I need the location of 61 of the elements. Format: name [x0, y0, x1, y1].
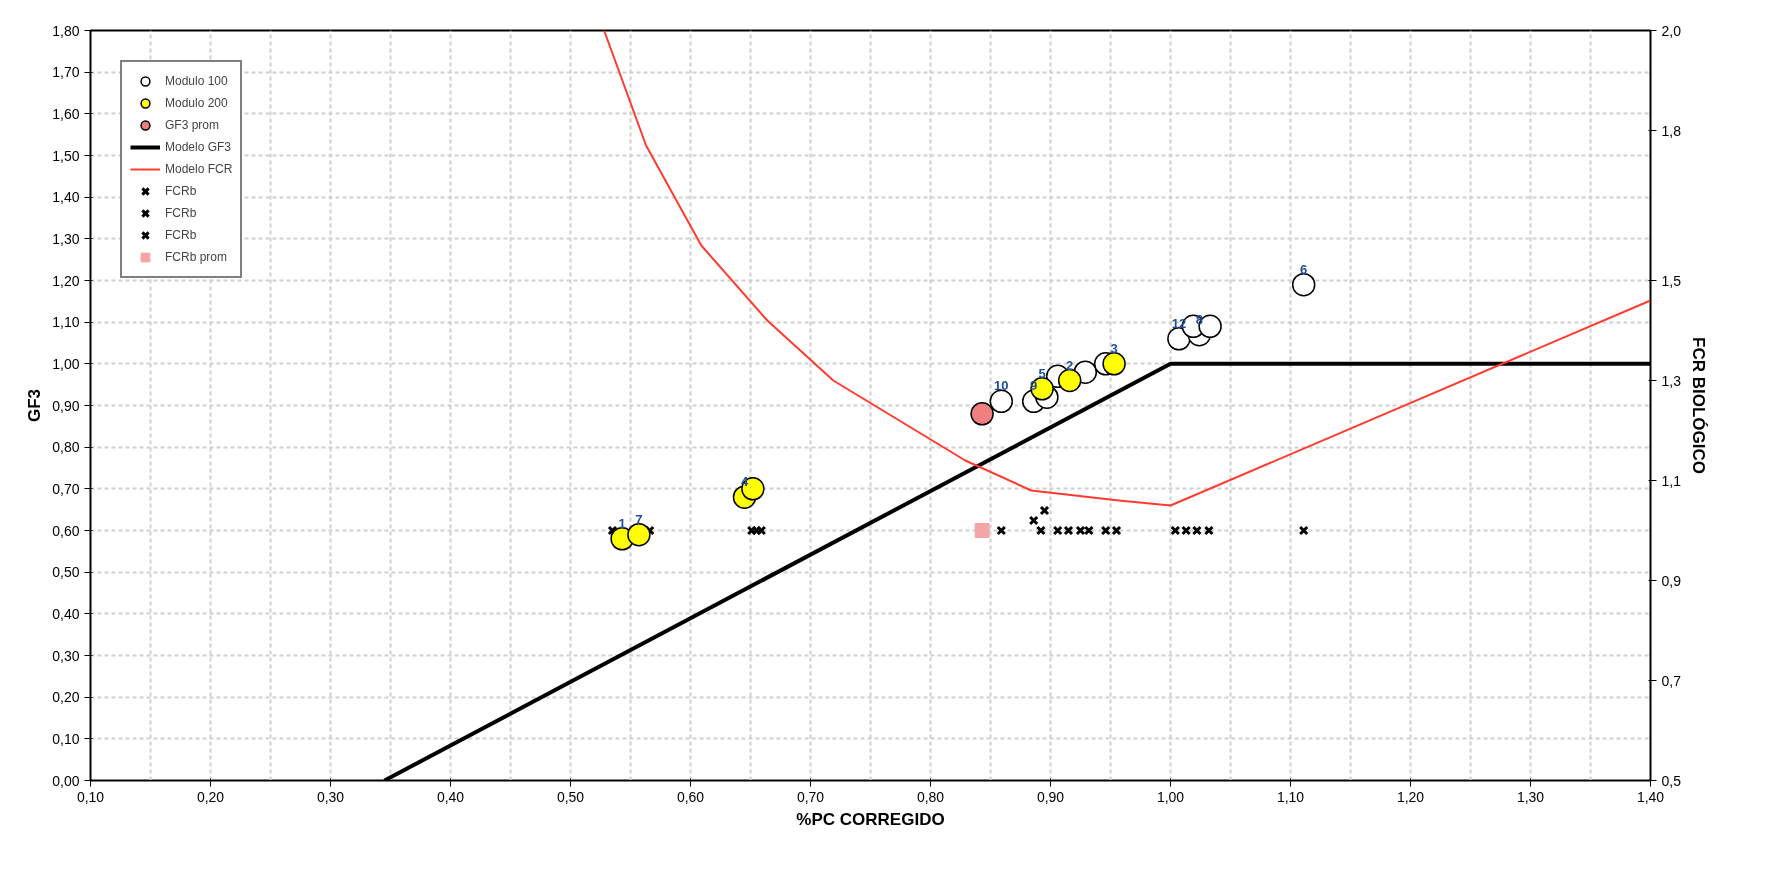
- x-tick-label: 0,30: [316, 788, 345, 805]
- y-tick-label: 0,80: [52, 439, 80, 456]
- y-tick-label: 1,40: [52, 189, 80, 206]
- legend-label: FCRb: [165, 205, 197, 222]
- legend-label: Modulo 200: [165, 95, 228, 112]
- y-tick-label: 0,30: [52, 647, 80, 664]
- y2-tick-label: 0,7: [1661, 672, 1682, 689]
- x-tick-label: 0,90: [1036, 788, 1065, 805]
- y-tick-label: 1,70: [52, 64, 80, 81]
- legend-label: FCRb prom: [165, 249, 228, 266]
- x-tick-label: 0,10: [76, 788, 105, 805]
- y2-tick-label: 1,1: [1661, 472, 1682, 489]
- legend-label: GF3 prom: [165, 117, 220, 134]
- x-tick-label: 1,40: [1636, 788, 1665, 805]
- x-tick-label: 0,50: [556, 788, 585, 805]
- y-tick-label: 1,20: [52, 272, 80, 289]
- x-tick-label: 0,80: [916, 788, 945, 805]
- x-tick-label: 0,40: [436, 788, 465, 805]
- x-tick-label: 0,60: [676, 788, 705, 805]
- annotation: 10: [994, 378, 1009, 394]
- y-tick-label: 1,00: [52, 355, 80, 372]
- y-tick-label: 0,10: [52, 730, 80, 747]
- y-tick-label: 1,10: [52, 314, 80, 331]
- y-tick-label: 1,50: [52, 147, 80, 164]
- legend-label: Modelo FCR: [165, 161, 233, 178]
- y-tick-label: 0,70: [52, 480, 80, 497]
- x-tick-label: 0,70: [796, 788, 825, 805]
- y2-tick-label: 1,5: [1661, 272, 1682, 289]
- y2-axis-title: FCR BIOLÓGICO: [1688, 337, 1708, 474]
- annotation: 4: [740, 474, 749, 490]
- y-tick-label: 0,50: [52, 564, 80, 581]
- annotation: 2: [1066, 357, 1074, 373]
- legend-label: FCRb: [165, 183, 197, 200]
- annotation: 7: [635, 511, 643, 527]
- y-tick-label: 0,40: [52, 605, 80, 622]
- y2-tick-label: 0,5: [1661, 772, 1682, 789]
- x-tick-label: 0,20: [196, 788, 225, 805]
- y-tick-label: 1,30: [52, 230, 80, 247]
- x-tick-label: 1,20: [1396, 788, 1425, 805]
- x-tick-label: 1,00: [1156, 788, 1185, 805]
- y-tick-label: 0,60: [52, 522, 80, 539]
- y-axis-title: GF3: [25, 388, 45, 423]
- x-axis-title: %PC CORREGIDO: [796, 809, 945, 829]
- annotation: 3: [1110, 340, 1118, 356]
- y-tick-label: 0,20: [52, 689, 80, 706]
- annotation: 1: [618, 515, 626, 531]
- y2-tick-label: 2,0: [1661, 22, 1682, 39]
- legend-label: Modulo 100: [165, 73, 228, 90]
- y-tick-label: 1,60: [52, 105, 80, 122]
- annotation: 5: [1038, 365, 1046, 381]
- y-tick-label: 0,90: [52, 397, 80, 414]
- y2-tick-label: 0,9: [1661, 572, 1682, 589]
- legend-label: Modelo GF3: [165, 139, 232, 156]
- annotation: 6: [1300, 261, 1308, 277]
- x-tick-label: 1,10: [1276, 788, 1305, 805]
- y2-tick-label: 1,3: [1661, 372, 1682, 389]
- legend-label: FCRb: [165, 227, 197, 244]
- y-tick-label: 1,80: [52, 22, 80, 39]
- x-tick-label: 1,30: [1516, 788, 1545, 805]
- y2-tick-label: 1,8: [1661, 122, 1682, 139]
- y-tick-label: 0,00: [52, 772, 80, 789]
